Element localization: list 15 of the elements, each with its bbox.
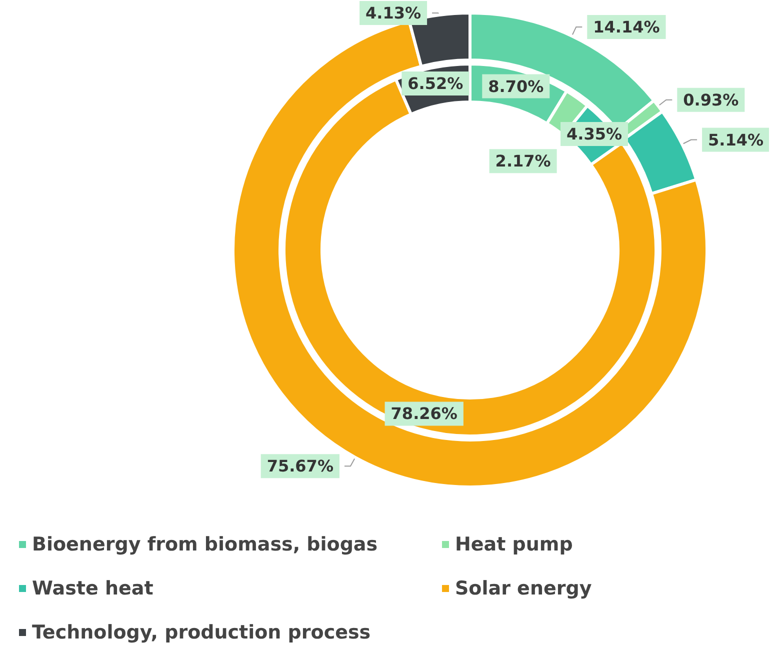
data-label: 6.52% bbox=[408, 74, 464, 94]
data-label: 4.35% bbox=[566, 124, 622, 144]
data-label: 75.67% bbox=[266, 456, 334, 476]
data-label: 4.13% bbox=[366, 4, 422, 22]
data-label: 8.70% bbox=[488, 76, 544, 96]
data-label: 2.17% bbox=[495, 152, 551, 171]
data-label: 14.14% bbox=[593, 17, 660, 36]
legend-label: Bioenergy from biomass, biogas bbox=[32, 534, 378, 556]
legend-label: Technology, production process bbox=[32, 622, 371, 644]
data-label: 5.14% bbox=[708, 130, 764, 150]
data-label: 0.93% bbox=[683, 90, 739, 110]
data-label: 78.26% bbox=[390, 404, 458, 424]
legend-label: Solar energy bbox=[455, 578, 592, 600]
legend-label: Heat pump bbox=[455, 534, 573, 556]
legend-label: Waste heat bbox=[32, 578, 154, 600]
